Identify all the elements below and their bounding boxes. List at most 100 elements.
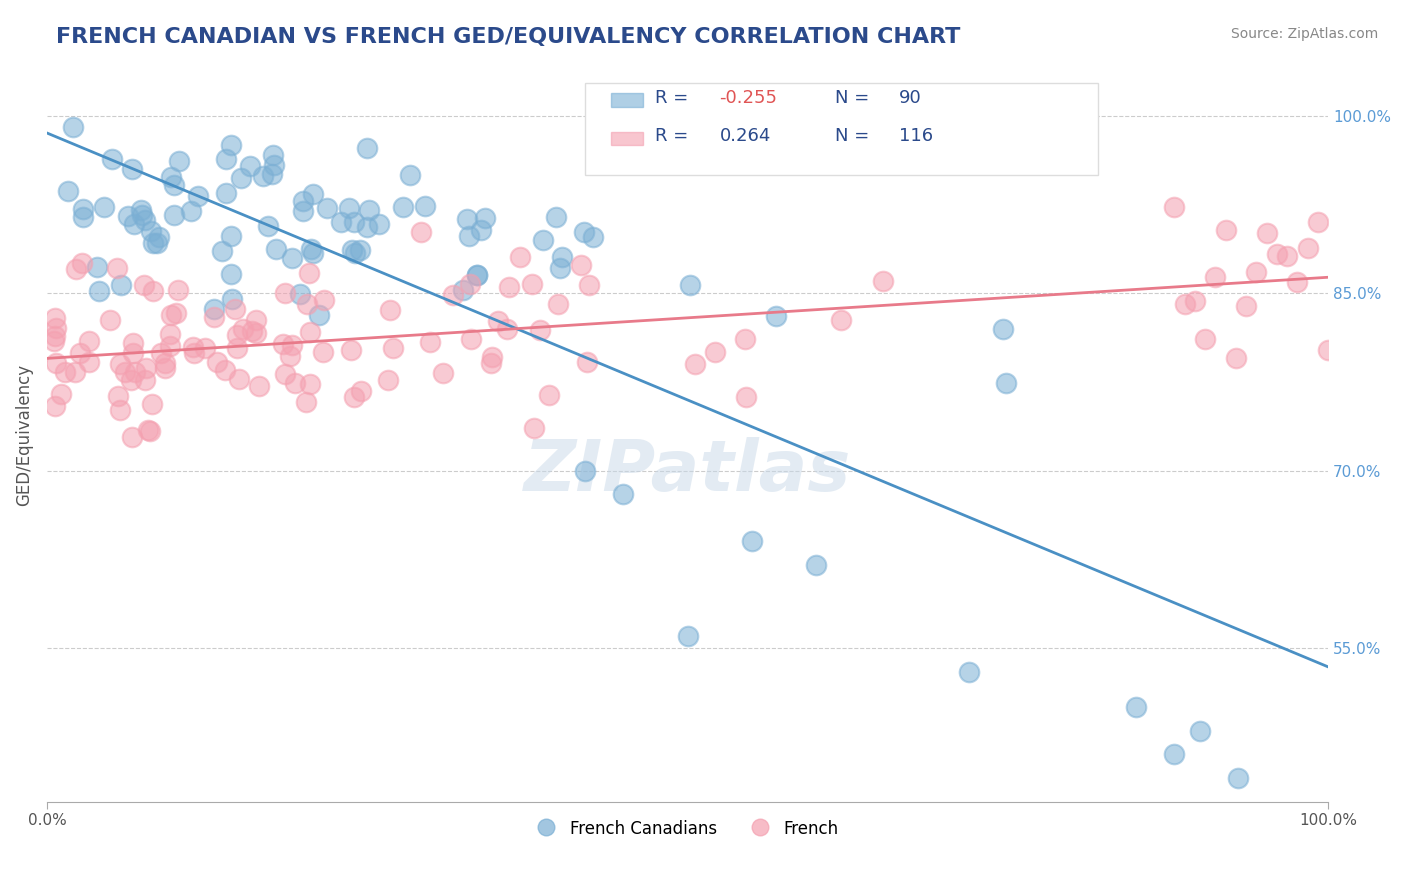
Point	[291, 203, 314, 218]
Point	[280, 251, 302, 265]
Point	[87, 285, 110, 299]
Point	[202, 310, 225, 324]
Point	[481, 350, 503, 364]
Point	[150, 346, 173, 360]
Point	[239, 159, 262, 173]
Point	[274, 286, 297, 301]
Point	[378, 302, 401, 317]
Point	[547, 296, 569, 310]
Point	[479, 356, 502, 370]
Point	[108, 403, 131, 417]
Point	[291, 194, 314, 208]
Point	[169, 154, 191, 169]
Point	[572, 225, 595, 239]
Point	[219, 228, 242, 243]
Text: N =: N =	[835, 89, 875, 107]
Point	[551, 250, 574, 264]
Point	[124, 218, 146, 232]
Point	[298, 266, 321, 280]
Point	[544, 211, 567, 225]
Point	[72, 202, 94, 217]
Text: R =: R =	[655, 89, 695, 107]
Point	[262, 148, 284, 162]
Point	[295, 297, 318, 311]
Point	[582, 229, 605, 244]
Point	[441, 287, 464, 301]
Point	[245, 313, 267, 327]
Point	[183, 346, 205, 360]
Point	[77, 355, 100, 369]
Point	[252, 169, 274, 183]
Text: 0.264: 0.264	[720, 127, 770, 145]
Point	[734, 332, 756, 346]
FancyBboxPatch shape	[585, 83, 1098, 175]
Point	[1296, 241, 1319, 255]
Point	[226, 341, 249, 355]
Point	[207, 354, 229, 368]
Point	[734, 390, 756, 404]
Point	[339, 201, 361, 215]
Point	[308, 308, 330, 322]
Point	[1265, 247, 1288, 261]
Point	[65, 365, 87, 379]
Point	[1188, 723, 1211, 738]
Point	[486, 314, 509, 328]
Point	[77, 334, 100, 348]
Point	[460, 332, 482, 346]
Point	[465, 268, 488, 282]
Point	[377, 373, 399, 387]
Point	[340, 343, 363, 357]
Point	[741, 534, 763, 549]
Point	[167, 283, 190, 297]
Point	[45, 356, 67, 370]
Point	[299, 325, 322, 339]
Point	[44, 400, 66, 414]
Point	[70, 256, 93, 270]
Point	[124, 365, 146, 379]
Point	[86, 260, 108, 274]
Point	[228, 372, 250, 386]
Point	[302, 246, 325, 260]
Text: -0.255: -0.255	[720, 89, 778, 107]
Legend: French Canadians, French: French Canadians, French	[530, 813, 845, 845]
Point	[550, 261, 572, 276]
Point	[343, 390, 366, 404]
Point	[509, 250, 531, 264]
Point	[456, 212, 478, 227]
Point	[350, 384, 373, 398]
Point	[108, 357, 131, 371]
Point	[160, 308, 183, 322]
Point	[1194, 332, 1216, 346]
Point	[232, 321, 254, 335]
Point	[830, 313, 852, 327]
Point	[100, 313, 122, 327]
Point	[202, 301, 225, 316]
Point	[458, 229, 481, 244]
Point	[142, 235, 165, 250]
Point	[211, 244, 233, 258]
Point	[957, 665, 980, 679]
Point	[1204, 269, 1226, 284]
Text: N =: N =	[835, 127, 875, 145]
Point	[245, 326, 267, 340]
Point	[266, 242, 288, 256]
Point	[224, 302, 246, 317]
Text: 90: 90	[898, 89, 922, 107]
Point	[53, 365, 76, 379]
Point	[65, 262, 87, 277]
Point	[129, 202, 152, 217]
Point	[1286, 275, 1309, 289]
Point	[247, 379, 270, 393]
Text: R =: R =	[655, 127, 695, 145]
Point	[153, 361, 176, 376]
Point	[45, 321, 67, 335]
Point	[165, 306, 187, 320]
Point	[537, 387, 560, 401]
Point	[159, 339, 181, 353]
Point	[474, 211, 496, 225]
Point	[72, 210, 94, 224]
Point	[612, 487, 634, 501]
Point	[240, 325, 263, 339]
Point	[117, 210, 139, 224]
Point	[226, 327, 249, 342]
